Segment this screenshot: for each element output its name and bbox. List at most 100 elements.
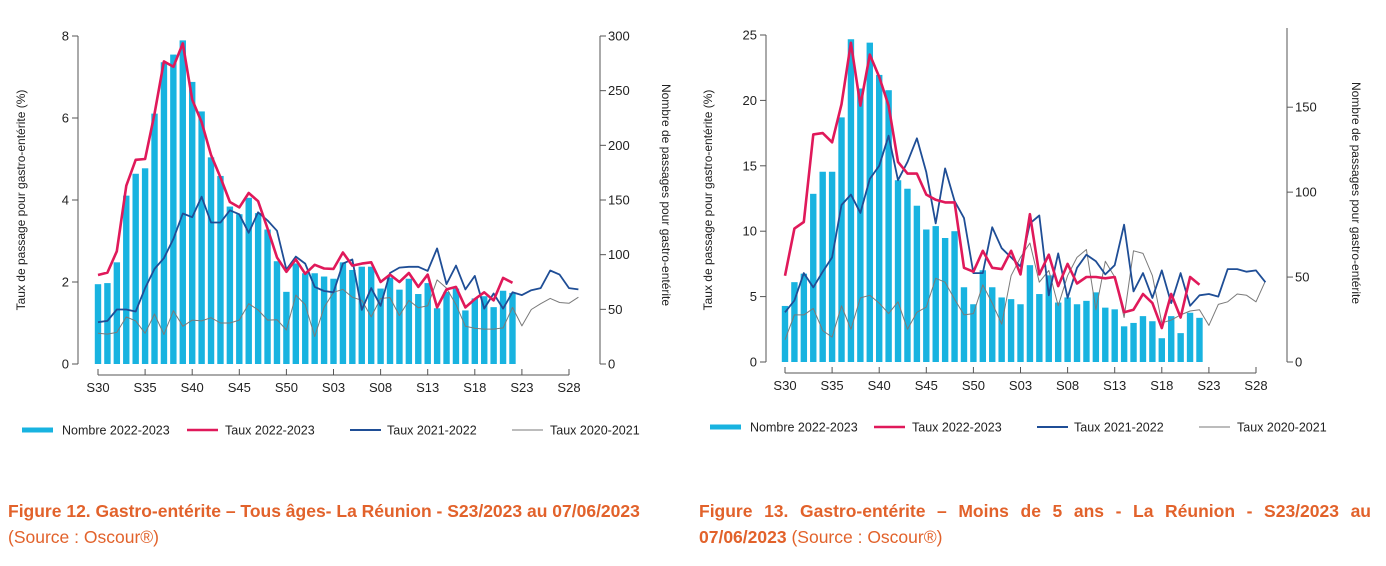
x-tick-label: S13 [416, 380, 439, 395]
bar-nombre-2022-2023 [339, 262, 347, 364]
bar-nombre-2022-2023 [132, 173, 139, 364]
legend-label: Nombre 2022-2023 [62, 424, 170, 438]
bar-nombre-2022-2023 [876, 74, 883, 362]
line-taux-2021-2022 [97, 195, 579, 324]
figure-caption-12: Figure 12. Gastro-entérite – Tous âges- … [8, 498, 680, 550]
bar-nombre-2022-2023 [1196, 317, 1203, 362]
bar-nombre-2022-2023 [113, 262, 121, 364]
bar-nombre-2022-2023 [367, 266, 375, 364]
y-axis-title-right: Nombre de passages pour gastro-entérite [659, 84, 673, 306]
bar-nombre-2022-2023 [254, 213, 262, 364]
bar-nombre-2022-2023 [904, 188, 911, 362]
y-tick-label-left: 8 [62, 29, 69, 44]
bar-nombre-2022-2023 [838, 117, 845, 362]
bar-nombre-2022-2023 [885, 90, 892, 362]
bar-nombre-2022-2023 [791, 282, 798, 362]
x-tick-label: S40 [868, 378, 891, 393]
bar-nombre-2022-2023 [810, 193, 817, 362]
bar-nombre-2022-2023 [236, 214, 243, 364]
bar-nombre-2022-2023 [405, 278, 413, 364]
bar-nombre-2022-2023 [1120, 326, 1128, 362]
bar-nombre-2022-2023 [104, 283, 111, 364]
legend-label: Taux 2022-2023 [225, 424, 315, 438]
y-tick-label-left: 0 [750, 355, 757, 370]
y-tick-label-left: 5 [750, 289, 757, 304]
bar-nombre-2022-2023 [913, 205, 921, 362]
x-tick-label: S18 [463, 380, 486, 395]
x-tick-label: S30 [86, 380, 109, 395]
x-tick-label: S03 [322, 380, 345, 395]
bar-nombre-2022-2023 [894, 180, 902, 362]
bar-nombre-2022-2023 [970, 304, 977, 362]
x-tick-label: S13 [1103, 378, 1126, 393]
bar-nombre-2022-2023 [1158, 338, 1165, 362]
bar-nombre-2022-2023 [160, 62, 168, 365]
figure-caption-13: Figure 13. Gastro-entérite – Moins de 5 … [699, 498, 1371, 550]
plot-area: 0 2 4 6 8 0 50 100 150 200 250 300 S30 S35 S40 S45 S50 S0… [62, 29, 630, 396]
y-tick-label-right: 100 [1295, 185, 1317, 200]
y-tick-label-right: 0 [1295, 355, 1302, 370]
bar-nombre-2022-2023 [857, 88, 864, 362]
legend-label: Nombre 2022-2023 [750, 421, 858, 435]
bar-nombre-2022-2023 [1177, 333, 1184, 362]
line-taux-2021-2022 [784, 134, 1267, 313]
legend-label: Taux 2020-2021 [550, 424, 640, 438]
x-tick-label: S50 [962, 378, 985, 393]
y-tick-label-right: 100 [608, 247, 630, 262]
bar-nombre-2022-2023 [273, 261, 281, 364]
x-tick-label: S03 [1009, 378, 1032, 393]
chart-figure-12: Taux de passage pour gastro-entérite (%)… [14, 29, 673, 438]
bar-nombre-2022-2023 [283, 291, 290, 364]
y-axis-title-right: Nombre de passages pour gastro-entérite [1349, 82, 1363, 304]
y-tick-label-right: 150 [608, 193, 630, 208]
caption-title: Figure 12. Gastro-entérite – Tous âges- … [8, 501, 640, 521]
bar-nombre-2022-2023 [349, 269, 356, 364]
x-tick-label: S30 [773, 378, 796, 393]
bar-nombre-2022-2023 [1064, 297, 1071, 362]
bar-nombre-2022-2023 [828, 171, 836, 362]
bar-nombre-2022-2023 [415, 294, 422, 364]
bar-nombre-2022-2023 [1139, 316, 1147, 362]
y-tick-label-left: 6 [62, 111, 69, 126]
bar-nombre-2022-2023 [509, 292, 516, 364]
legend-label: Taux 2021-2022 [387, 424, 477, 438]
y-tick-label-left: 15 [743, 158, 757, 173]
line-taux-2022-2023 [783, 41, 1201, 330]
line-taux-2022-2023 [97, 42, 514, 309]
x-tick-label: S40 [181, 380, 204, 395]
bar-nombre-2022-2023 [94, 284, 102, 364]
x-tick-label: S08 [1056, 378, 1079, 393]
y-tick-label-left: 25 [743, 28, 757, 43]
bar-nombre-2022-2023 [989, 287, 996, 362]
bar-nombre-2022-2023 [471, 298, 478, 364]
y-tick-label-right: 150 [1295, 100, 1317, 115]
bar-nombre-2022-2023 [781, 305, 789, 362]
bar-nombre-2022-2023 [311, 273, 318, 364]
bar-nombre-2022-2023 [1186, 312, 1194, 362]
bar-nombre-2022-2023 [1092, 292, 1100, 362]
y-tick-label-right: 200 [608, 138, 630, 153]
y-tick-label-right: 250 [608, 83, 630, 98]
bar-nombre-2022-2023 [226, 206, 234, 364]
x-tick-label: S45 [915, 378, 938, 393]
chart-figure-13: Taux de passage pour gastro-entérite (%)… [701, 28, 1363, 435]
caption-title: Figure 13. Gastro-entérite – Moins de 5 … [699, 501, 1371, 547]
caption-source: (Source : Oscour®) [8, 527, 159, 547]
legend-label: Taux 2020-2021 [1237, 421, 1327, 435]
bar-nombre-2022-2023 [386, 277, 394, 364]
line-taux-2020-2021 [784, 242, 1266, 340]
bar-nombre-2022-2023 [452, 288, 460, 364]
bar-nombre-2022-2023 [866, 42, 873, 362]
bar-nombre-2022-2023 [960, 287, 968, 362]
bar-nombre-2022-2023 [330, 278, 337, 364]
bar-nombre-2022-2023 [481, 296, 488, 364]
legend: Nombre 2022-2023 Taux 2022-2023 Taux 2021-… [710, 421, 1327, 435]
x-tick-label: S23 [1197, 378, 1220, 393]
bar-nombre-2022-2023 [179, 40, 186, 365]
bar-nombre-2022-2023 [1045, 275, 1052, 362]
bar-nombre-2022-2023 [1149, 321, 1156, 362]
bar-nombre-2022-2023 [1111, 309, 1118, 362]
bar-nombre-2022-2023 [1073, 304, 1081, 362]
bar-nombre-2022-2023 [424, 283, 431, 364]
x-tick-label: S18 [1150, 378, 1173, 393]
